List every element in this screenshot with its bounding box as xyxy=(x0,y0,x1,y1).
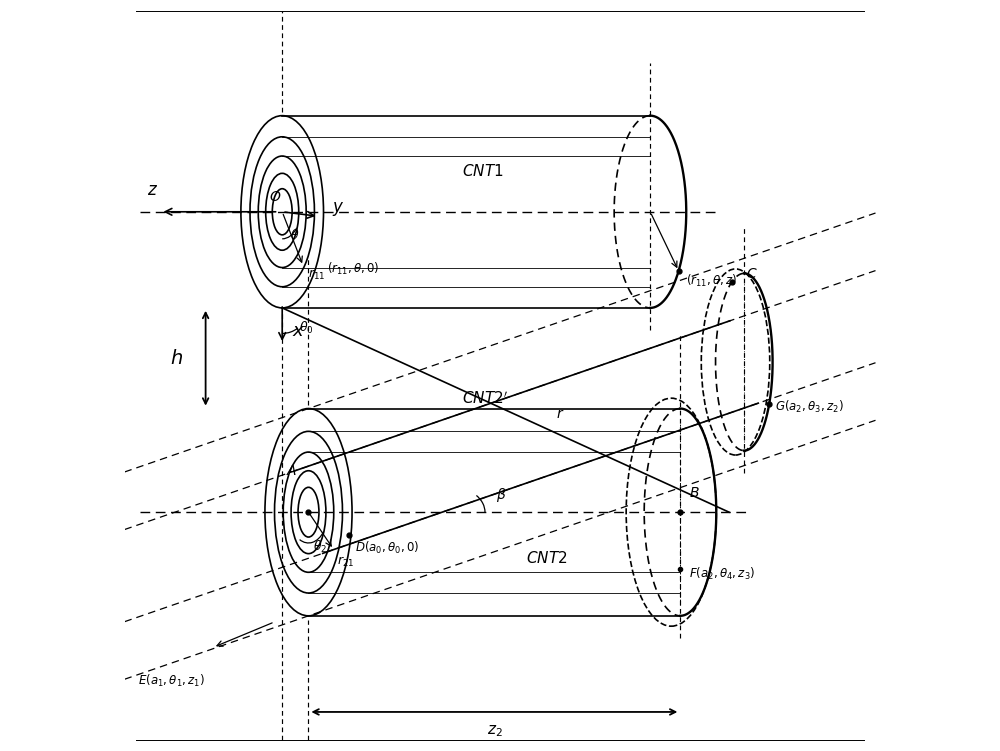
Text: $z_2$: $z_2$ xyxy=(487,723,502,739)
Text: $CNT1$: $CNT1$ xyxy=(462,163,504,179)
Text: $CNT2'$: $CNT2'$ xyxy=(462,391,508,407)
Text: $B$: $B$ xyxy=(689,486,700,500)
Text: $G(a_2,\theta_3,z_2)$: $G(a_2,\theta_3,z_2)$ xyxy=(775,399,844,415)
Text: $(r_{11},\theta,z)$: $(r_{11},\theta,z)$ xyxy=(686,273,737,288)
Text: $C$: $C$ xyxy=(746,267,757,281)
Text: $CNT2$: $CNT2$ xyxy=(526,550,568,566)
Text: $y$: $y$ xyxy=(332,200,345,218)
Text: $A$: $A$ xyxy=(286,463,297,478)
Text: $F\left(a_2,\theta_4,z_3\right)$: $F\left(a_2,\theta_4,z_3\right)$ xyxy=(689,566,756,582)
Text: $\beta$: $\beta$ xyxy=(496,486,507,504)
Text: $D(a_0,\theta_0,0)$: $D(a_0,\theta_0,0)$ xyxy=(355,539,420,556)
Text: $E(a_1,\theta_1,z_1)$: $E(a_1,\theta_1,z_1)$ xyxy=(138,673,205,689)
Text: $\theta_2$: $\theta_2$ xyxy=(313,539,327,555)
Text: $r_{21}$: $r_{21}$ xyxy=(337,554,355,569)
Text: $O$: $O$ xyxy=(269,190,281,204)
Text: $r_{11}$: $r_{11}$ xyxy=(308,268,325,282)
Text: $z$: $z$ xyxy=(147,181,159,199)
Text: $(r_{11},\theta,0)$: $(r_{11},\theta,0)$ xyxy=(327,261,380,277)
Text: $x$: $x$ xyxy=(292,322,305,340)
Text: $r$: $r$ xyxy=(556,407,565,421)
Text: $\theta_0$: $\theta_0$ xyxy=(299,320,313,336)
Text: $\theta$: $\theta$ xyxy=(290,228,299,242)
Text: $h$: $h$ xyxy=(170,348,183,368)
